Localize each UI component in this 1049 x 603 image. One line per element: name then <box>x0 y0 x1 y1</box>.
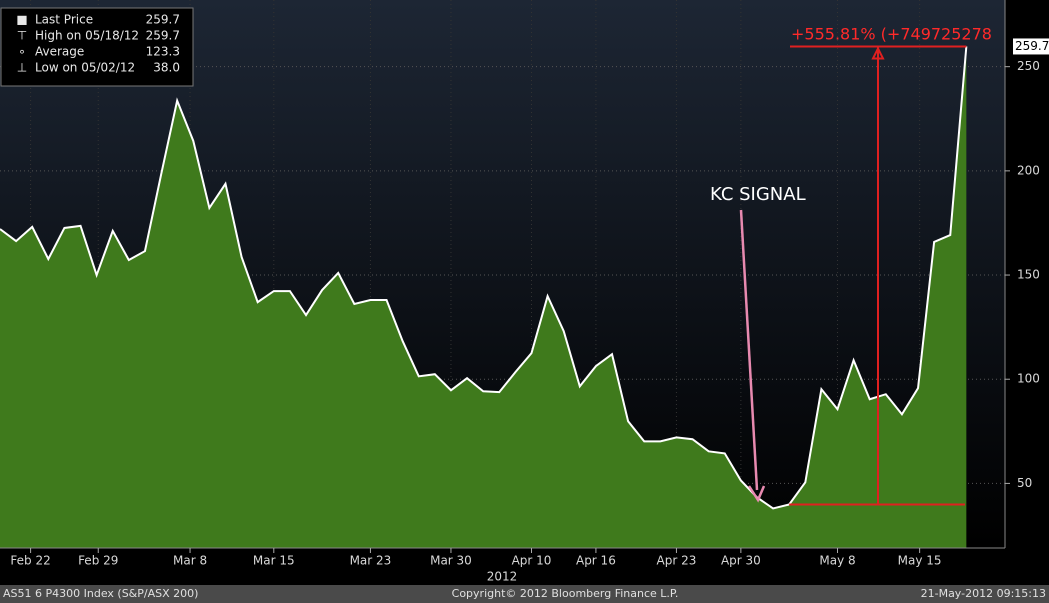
y-tick-label: 250 <box>1017 59 1040 73</box>
x-tick-label: Mar 15 <box>253 554 295 568</box>
x-tick-label: Feb 29 <box>78 554 118 568</box>
legend-value: 259.7 <box>146 29 180 43</box>
legend-name: Low on 05/02/12 <box>35 61 135 75</box>
last-price-box <box>1013 38 1049 55</box>
x-tick-label: Apr 30 <box>721 554 761 568</box>
annotations: KC SIGNAL +555.81% (+749725278 <box>710 25 992 506</box>
y-tick-label: 50 <box>1017 476 1032 490</box>
footer-right: 21-May-2012 09:15:13 <box>921 587 1046 600</box>
legend-name: Last Price <box>35 13 93 27</box>
legend-icon: ⊤ <box>17 29 27 43</box>
series <box>0 46 968 548</box>
x-tick-label: Apr 10 <box>512 554 552 568</box>
signal-arrowhead <box>747 485 766 503</box>
footer <box>0 585 1049 603</box>
x-tick-label: Apr 23 <box>657 554 697 568</box>
legend-icon: ■ <box>16 13 27 27</box>
x-tick-label: Feb 22 <box>10 554 50 568</box>
legend-icon: ∘ <box>18 45 26 59</box>
footer-center: Copyright© 2012 Bloomberg Finance L.P. <box>452 587 679 600</box>
legend-value: 259.7 <box>146 13 180 27</box>
y-tick-label: 200 <box>1017 163 1040 177</box>
x-tick-label: May 15 <box>898 554 942 568</box>
legend-value: 38.0 <box>153 61 180 75</box>
y-tick-label: 150 <box>1017 268 1040 282</box>
legend-box <box>0 7 194 87</box>
x-axis-band <box>0 548 1049 585</box>
footer-left: AS51 6 P4300 Index (S&P/ASX 200) <box>3 587 198 600</box>
legend-icon: ⊥ <box>17 61 27 75</box>
legend-name: High on 05/18/12 <box>35 29 139 43</box>
year-label: 2012 <box>487 570 518 584</box>
y-tick-label: 100 <box>1017 372 1040 386</box>
legend: ■ Last Price 259.7 ⊤ High on 05/18/12 259.7 ∘ A… <box>0 7 194 87</box>
signal-label: KC SIGNAL <box>710 184 806 205</box>
signal-arrow <box>739 209 759 491</box>
x-tick-label: May 8 <box>819 554 855 568</box>
gain-label: +555.81% (+749725278 <box>791 25 992 44</box>
legend-name: Average <box>35 45 84 59</box>
x-tick-label: Apr 16 <box>576 554 616 568</box>
x-tick-label: Mar 23 <box>350 554 392 568</box>
legend-value: 123.3 <box>146 45 180 59</box>
gain-arrowhead <box>871 46 885 60</box>
x-tick-label: Mar 30 <box>430 554 472 568</box>
x-tick-label: Mar 8 <box>173 554 207 568</box>
area-fill <box>0 46 967 548</box>
price-line <box>0 46 968 510</box>
last-price-label: 259.7 <box>1015 39 1049 53</box>
